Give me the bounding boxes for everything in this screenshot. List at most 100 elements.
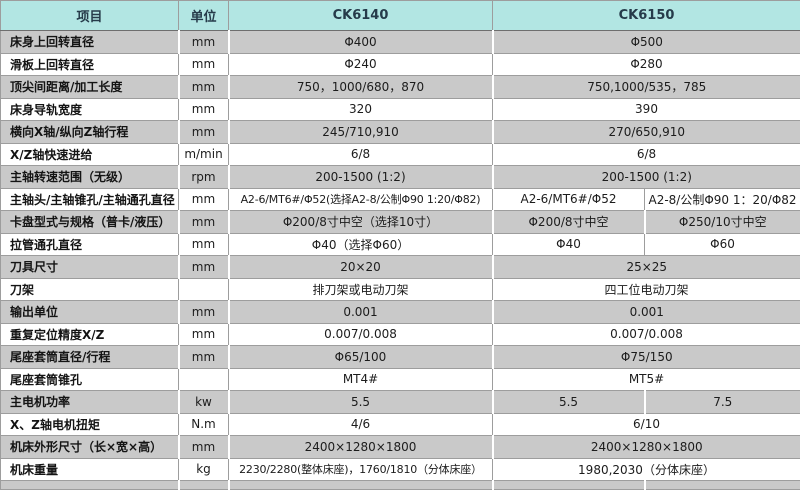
spec-label-cell: 重复定位精度X/Z [0, 322, 179, 346]
table-row: 主电机功率 kw 5.5 5.5 7.5 [0, 390, 800, 414]
ck6140-value-cell: 0.001 [227, 300, 494, 324]
ck6140-value-cell: Φ65/100 [227, 345, 494, 369]
unit-cell: N.m [178, 412, 229, 436]
spec-label-cell: X/Z轴快速进给 [0, 142, 179, 166]
spec-label-cell: 顶尖间距离/加工长度 [0, 75, 180, 99]
spec-label-cell: 输出单位 [0, 300, 180, 324]
spec-label-cell: 拉管通孔直径 [0, 232, 179, 256]
ck6150-right-value-cell: A2-8/公制Φ90 1：20/Φ82 [643, 187, 800, 211]
ck6140-value-cell: MT4# [228, 367, 493, 391]
ck6140-value-cell: 4/6 [228, 412, 493, 436]
ck6140-value-cell: 6/8 [228, 142, 493, 166]
ck6150-value-cell: 0.001 [491, 300, 800, 324]
unit-cell: rpm [177, 165, 230, 189]
col-header-ck6140: CK6140 [228, 0, 493, 31]
unit-cell: mm [178, 187, 229, 211]
unit-cell: mm [177, 30, 230, 54]
ck6150-value-cell: 6/10 [491, 412, 800, 436]
ck6140-value-cell: 20×20 [227, 255, 494, 279]
table-row: 输出单位 mm 0.001 0.001 [0, 300, 800, 324]
ck6150-value-cell: 1980,2030（分体床座） [491, 457, 800, 481]
empty-cell [491, 480, 646, 490]
spec-label-cell: 主轴头/主轴锥孔/主轴通孔直径 [0, 187, 179, 211]
table-row: 刀架 排刀架或电动刀架 四工位电动刀架 [0, 277, 800, 301]
unit-cell: mm [177, 255, 230, 279]
ck6150-value-cell: 200-1500 (1:2) [491, 165, 800, 189]
spec-label-cell: 卡盘型式与规格（普卡/液压） [0, 210, 180, 234]
ck6150-left-value-cell: 5.5 [491, 390, 646, 414]
table-row: 主轴转速范围（无级） rpm 200-1500 (1:2) 200-1500 (… [0, 165, 800, 189]
ck6150-value-cell: 2400×1280×1800 [491, 435, 800, 459]
table-row: 床身导轨宽度 mm 320 390 [0, 97, 800, 121]
spec-label-cell: 主电机功率 [0, 390, 180, 414]
empty-cell [227, 480, 494, 490]
spec-label-cell: X、Z轴电机扭矩 [0, 412, 179, 436]
spec-label-cell: 机床重量 [0, 457, 179, 481]
ck6150-value-cell: 四工位电动刀架 [491, 277, 800, 301]
table-row: 尾座套筒锥孔 MT4# MT5# [0, 367, 800, 391]
table-row: 主轴头/主轴锥孔/主轴通孔直径 mm A2-6/MT6#/Φ52(选择A2-8/… [0, 187, 800, 211]
unit-cell: mm [177, 75, 230, 99]
ck6150-value-cell: 6/8 [491, 142, 800, 166]
ck6150-value-cell: 270/650,910 [491, 120, 800, 144]
table-row: 尾座套筒直径/行程 mm Φ65/100 Φ75/150 [0, 345, 800, 369]
spec-label-cell: 床身导轨宽度 [0, 97, 179, 121]
ck6140-value-cell: Φ240 [228, 52, 493, 76]
table-row: X/Z轴快速进给 m/min 6/8 6/8 [0, 142, 800, 166]
col-header-ck6150: CK6150 [491, 0, 800, 31]
ck6140-value-cell: Φ40（选择Φ60） [228, 232, 493, 256]
table-row: 卡盘型式与规格（普卡/液压） mm Φ200/8寸中空（选择10寸） Φ200/… [0, 210, 800, 234]
unit-cell [178, 367, 229, 391]
unit-cell: mm [177, 120, 230, 144]
col-header-unit: 单位 [178, 0, 229, 31]
spec-label-cell: 主轴转速范围（无级） [0, 165, 180, 189]
ck6150-left-value-cell: Φ40 [492, 232, 645, 256]
table-header-row: 项目 单位 CK6140 CK6150 [0, 0, 800, 31]
ck6150-left-value-cell: A2-6/MT6#/Φ52 [492, 187, 645, 211]
ck6150-right-value-cell: Φ250/10寸中空 [643, 210, 800, 234]
unit-cell: mm [178, 322, 229, 346]
spec-label-cell: 尾座套筒锥孔 [0, 367, 179, 391]
ck6140-value-cell: 750，1000/680，870 [227, 75, 494, 99]
ck6140-value-cell: 320 [228, 97, 493, 121]
empty-cell [177, 480, 230, 490]
col-header-item: 项目 [0, 0, 179, 31]
unit-cell: kw [177, 390, 230, 414]
ck6150-right-value-cell: Φ60 [643, 232, 800, 256]
ck6150-value-cell: 750,1000/535，785 [491, 75, 800, 99]
table-row: 滑板上回转直径 mm Φ240 Φ280 [0, 52, 800, 76]
ck6140-value-cell: 0.007/0.008 [228, 322, 493, 346]
ck6140-value-cell: 2230/2280(整体床座)，1760/1810（分体床座） [228, 457, 493, 481]
spec-label-cell: 刀具尺寸 [0, 255, 180, 279]
empty-cell [643, 480, 800, 490]
ck6150-value-cell: Φ280 [491, 52, 800, 76]
spec-label-cell: 刀架 [0, 277, 179, 301]
table-row: 刀具尺寸 mm 20×20 25×25 [0, 255, 800, 279]
unit-cell: mm [178, 52, 229, 76]
table-row: 床身上回转直径 mm Φ400 Φ500 [0, 30, 800, 54]
table-row: 横向X轴/纵向Z轴行程 mm 245/710,910 270/650,910 [0, 120, 800, 144]
ck6150-value-cell: MT5# [491, 367, 800, 391]
ck6150-value-cell: 25×25 [491, 255, 800, 279]
empty-cell [0, 480, 180, 490]
spec-label-cell: 床身上回转直径 [0, 30, 180, 54]
ck6150-value-cell: Φ500 [491, 30, 800, 54]
partial-clipped-row [0, 480, 800, 490]
unit-cell: m/min [178, 142, 229, 166]
ck6150-value-cell: 0.007/0.008 [491, 322, 800, 346]
spec-label-cell: 尾座套筒直径/行程 [0, 345, 180, 369]
ck6140-value-cell: 排刀架或电动刀架 [228, 277, 493, 301]
ck6140-value-cell: 245/710,910 [227, 120, 494, 144]
ck6140-value-cell: 2400×1280×1800 [227, 435, 494, 459]
ck6150-value-cell: Φ75/150 [491, 345, 800, 369]
ck6140-value-cell: Φ200/8寸中空（选择10寸） [227, 210, 494, 234]
ck6150-right-value-cell: 7.5 [643, 390, 800, 414]
unit-cell: mm [177, 210, 230, 234]
unit-cell [178, 277, 229, 301]
table-row: 顶尖间距离/加工长度 mm 750，1000/680，870 750,1000/… [0, 75, 800, 99]
unit-cell: mm [177, 435, 230, 459]
table-row: X、Z轴电机扭矩 N.m 4/6 6/10 [0, 412, 800, 436]
unit-cell: mm [178, 232, 229, 256]
ck6140-value-cell: 200-1500 (1:2) [227, 165, 494, 189]
